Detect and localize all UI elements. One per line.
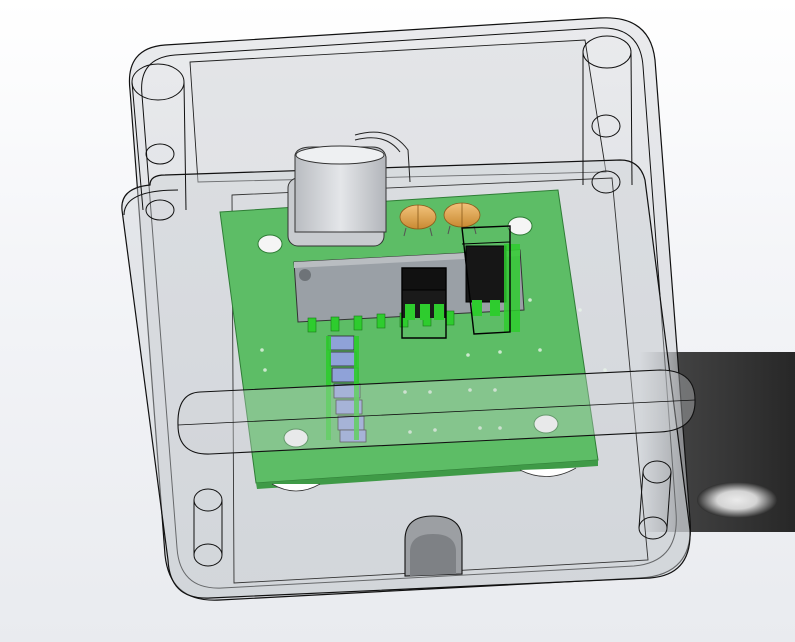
pcb-vias	[260, 298, 607, 434]
ic-pin1-notch	[299, 269, 311, 281]
resistor-array[interactable]	[326, 335, 367, 443]
screw-boss-bottom-left	[193, 488, 223, 567]
enclosure-feet	[271, 467, 577, 492]
lid-seam-band	[123, 189, 696, 455]
screw-boss-top-left	[131, 63, 187, 221]
pcb-mount-hole	[507, 216, 533, 236]
crystal-oscillator[interactable]	[287, 131, 411, 247]
ceramic-capacitor-1[interactable]	[399, 204, 437, 237]
screw-boss-top-right	[582, 35, 633, 194]
sot-regulator-right[interactable]	[461, 225, 520, 335]
pcb-mount-hole	[257, 234, 283, 254]
sot-regulator-left[interactable]	[401, 267, 447, 339]
screw-boss-bottom-right	[638, 460, 672, 540]
cable-notch	[404, 515, 463, 577]
pcb-mount-hole	[283, 428, 309, 448]
ceramic-capacitor-2[interactable]	[443, 202, 481, 235]
pcb-mount-hole	[533, 414, 559, 434]
